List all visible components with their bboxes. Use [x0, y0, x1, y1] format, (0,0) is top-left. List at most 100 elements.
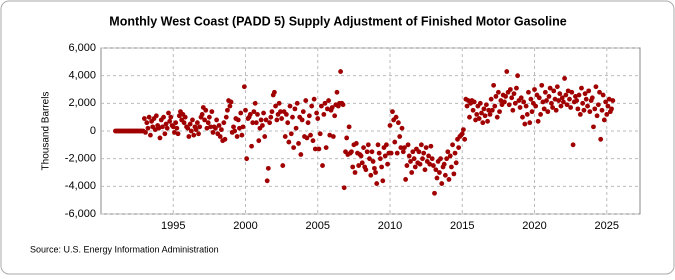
data-point — [311, 96, 317, 102]
data-point — [145, 125, 151, 131]
data-point — [601, 117, 607, 123]
data-point — [591, 124, 596, 130]
data-point — [216, 123, 222, 128]
source-note: Source: U.S. Energy Information Administ… — [30, 244, 219, 254]
data-point — [312, 146, 318, 152]
data-point — [503, 94, 509, 99]
data-point — [473, 117, 478, 123]
data-point — [418, 142, 424, 148]
data-point — [449, 164, 454, 170]
data-point — [376, 150, 382, 156]
data-point — [600, 92, 606, 98]
data-point — [393, 114, 399, 120]
data-point — [482, 113, 488, 119]
data-point — [358, 153, 364, 159]
data-point — [251, 109, 257, 115]
chart-title: Monthly West Coast (PADD 5) Supply Adjus… — [109, 14, 566, 28]
data-point — [483, 102, 489, 108]
data-point — [498, 98, 504, 103]
data-point — [181, 120, 187, 126]
data-point — [439, 181, 445, 186]
data-point — [485, 118, 490, 124]
data-point — [609, 106, 614, 112]
data-point — [340, 102, 346, 108]
data-point — [539, 82, 545, 88]
data-point — [486, 107, 492, 113]
data-point — [231, 124, 236, 130]
data-point — [241, 84, 247, 90]
data-point — [196, 131, 201, 137]
data-point — [493, 94, 499, 99]
data-point — [374, 181, 380, 186]
data-point — [603, 99, 609, 105]
x-tick-label: 2005 — [306, 220, 330, 232]
data-point — [352, 170, 358, 175]
data-point — [162, 131, 168, 137]
data-point — [474, 112, 480, 117]
data-point — [504, 69, 510, 74]
data-point — [421, 150, 427, 156]
data-point — [383, 142, 389, 148]
data-point — [574, 98, 580, 103]
data-point — [153, 113, 159, 119]
data-point — [442, 172, 448, 178]
data-point — [269, 109, 275, 115]
data-point — [408, 159, 413, 164]
data-point — [585, 103, 590, 109]
data-point — [316, 146, 322, 152]
data-point — [550, 105, 555, 110]
data-point — [250, 120, 256, 126]
data-point — [437, 170, 442, 175]
data-point — [553, 107, 559, 113]
data-point — [495, 89, 501, 95]
data-point — [292, 106, 298, 112]
data-point — [239, 132, 245, 138]
data-point — [562, 76, 567, 81]
data-point — [380, 178, 386, 184]
data-point — [556, 98, 562, 103]
data-point — [203, 107, 209, 113]
data-point — [404, 163, 410, 168]
data-point — [604, 112, 610, 117]
data-point — [344, 135, 350, 141]
data-point — [160, 124, 165, 130]
data-point — [370, 159, 376, 164]
data-point — [410, 149, 416, 155]
data-point — [156, 125, 162, 131]
data-point — [268, 114, 274, 120]
data-point — [492, 103, 498, 109]
x-tick-label: 2010 — [378, 220, 402, 232]
data-point — [199, 112, 205, 117]
data-point — [551, 88, 557, 94]
data-point — [467, 114, 472, 120]
data-point — [263, 117, 269, 123]
data-point — [197, 124, 203, 130]
data-point — [213, 125, 218, 131]
data-point — [267, 120, 273, 126]
y-tick-label: 6,000 — [68, 42, 96, 54]
data-point — [303, 98, 309, 103]
data-point — [595, 102, 601, 108]
data-point — [214, 117, 220, 123]
data-point — [400, 149, 406, 155]
data-point — [529, 109, 535, 115]
data-point — [252, 100, 258, 106]
data-point — [346, 124, 352, 130]
data-point — [163, 121, 169, 127]
data-point — [300, 109, 306, 115]
data-point — [510, 107, 516, 113]
data-point — [586, 88, 592, 94]
data-point — [452, 150, 458, 156]
data-point — [218, 127, 224, 133]
data-point — [464, 103, 470, 109]
data-point — [294, 100, 300, 106]
data-point — [279, 116, 285, 121]
data-point — [222, 136, 228, 142]
data-point — [291, 145, 297, 151]
data-point — [221, 120, 227, 126]
data-point — [403, 177, 409, 182]
data-point — [287, 103, 293, 109]
data-point — [338, 69, 343, 74]
data-point — [369, 149, 375, 155]
